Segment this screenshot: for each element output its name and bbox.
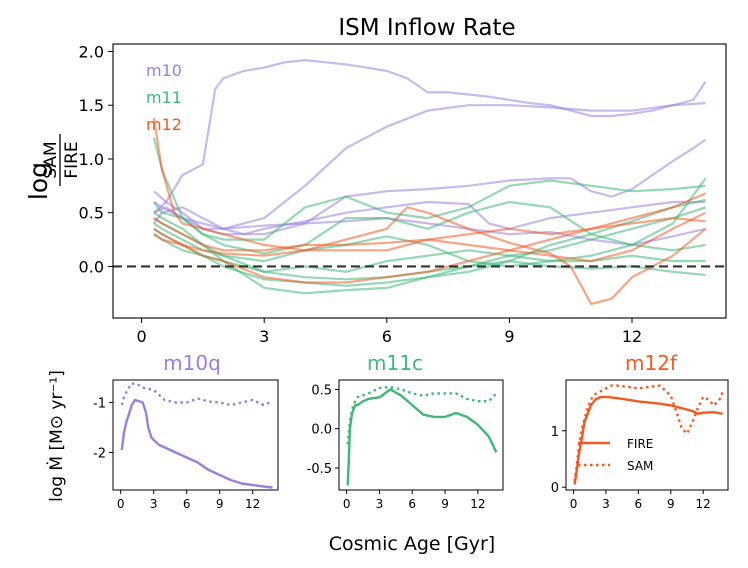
m11c-xtick-label: 6 xyxy=(408,497,416,511)
m12f-axes-frame xyxy=(565,379,729,491)
main-xtick-label: 0 xyxy=(137,327,147,346)
series-m11-line-11 xyxy=(153,211,706,295)
main-ylabel: log SAM FIRE xyxy=(24,134,82,200)
m12f-ytick-label: 0 xyxy=(551,481,559,496)
panel-m12f: 0 3 6 9 12 1 0 xyxy=(551,379,729,511)
main-xticks: 0 3 6 9 12 xyxy=(137,318,642,346)
m10q-ytick-label: -1 xyxy=(93,397,106,412)
m12f-xtick-label: 3 xyxy=(602,497,610,511)
panel-m10q: 0 3 6 9 12 -1 -2 xyxy=(93,379,279,511)
series-m11-line-8 xyxy=(153,233,706,273)
m10q-sam-line xyxy=(120,382,273,407)
m11c-ytick-label: 0.0 xyxy=(311,423,332,438)
series-m10-line-1 xyxy=(153,102,706,230)
series-m12-line-13 xyxy=(153,206,707,306)
m12f-xtick-label: 0 xyxy=(570,497,578,511)
series-m11-line-6 xyxy=(153,200,706,255)
main-chart: ISM Inflow Rate 0 3 6 9 12 0.0 0.5 1.0 1.5 2.0 m… xyxy=(24,15,727,346)
m12f-legend: FIRE SAM xyxy=(578,437,653,473)
panel-title-m10q: m10q xyxy=(163,351,221,375)
m12f-fire-line xyxy=(573,395,723,485)
m12f-xtick-label: 6 xyxy=(635,497,643,511)
main-xtick-label: 12 xyxy=(622,327,642,346)
legend-m10: m10 xyxy=(146,61,182,80)
m11c-fire-line xyxy=(346,388,498,486)
legend-fire-label: FIRE xyxy=(627,437,653,451)
m10q-axes-frame xyxy=(112,379,279,491)
m12f-sam-line xyxy=(573,384,724,482)
main-ylabel-den: FIRE xyxy=(62,141,82,178)
series-m10-line-3 xyxy=(153,200,706,236)
main-ylabel-log: log xyxy=(24,162,53,200)
main-ytick-label: 1.5 xyxy=(79,96,104,115)
legend-m11: m11 xyxy=(146,88,182,107)
main-axes-frame xyxy=(112,43,727,319)
m12f-ytick-label: 1 xyxy=(551,425,559,440)
panel-title-m12f: m12f xyxy=(625,351,678,375)
m10q-fire-line xyxy=(120,398,273,489)
main-xtick-label: 6 xyxy=(382,327,392,346)
m10q-xtick-label: 6 xyxy=(183,497,191,511)
m10q-ytick-label: -2 xyxy=(93,447,106,462)
main-ytick-label: 1.0 xyxy=(79,150,104,169)
main-ytick-label: 0.0 xyxy=(79,257,104,276)
main-yticks: 0.0 0.5 1.0 1.5 2.0 xyxy=(79,43,113,276)
main-ytick-label: 0.5 xyxy=(79,204,104,223)
panels-ylabel: log Ṁ [M⊙ yr⁻¹] xyxy=(46,370,67,502)
m11c-ytick-label: 0.5 xyxy=(311,383,332,398)
series-m10-line-0 xyxy=(153,59,707,214)
panel-m11c: 0 3 6 9 12 0.5 0.0 -0.5 xyxy=(307,379,504,511)
m11c-xtick-label: 0 xyxy=(343,497,351,511)
main-ytick-label: 2.0 xyxy=(79,43,104,62)
legend-m12: m12 xyxy=(146,115,182,134)
series-m12-line-14 xyxy=(153,211,707,263)
m12f-xtick-label: 12 xyxy=(696,497,711,511)
m11c-xtick-label: 3 xyxy=(376,497,384,511)
m11c-xtick-label: 9 xyxy=(441,497,449,511)
main-title: ISM Inflow Rate xyxy=(338,15,515,41)
sub-panels: 0 3 6 9 12 -1 -2 0 3 6 9 12 0.5 0.0 -0.5 0 3 6 9 12 1 0 xyxy=(93,379,729,511)
x-axis-label: Cosmic Age [Gyr] xyxy=(329,533,495,555)
m11c-xtick-label: 12 xyxy=(470,497,485,511)
m11c-axes-frame xyxy=(338,379,504,491)
main-xtick-label: 9 xyxy=(504,327,514,346)
panel-title-m11c: m11c xyxy=(367,351,423,375)
m10q-xtick-label: 12 xyxy=(245,497,260,511)
main-lines xyxy=(152,59,707,306)
m10q-xtick-label: 0 xyxy=(117,497,125,511)
legend-sam-label: SAM xyxy=(627,459,653,473)
series-m12-line-15 xyxy=(153,192,707,284)
m10q-xtick-label: 9 xyxy=(216,497,224,511)
m12f-xtick-label: 9 xyxy=(667,497,675,511)
main-ylabel-num: SAM xyxy=(41,141,61,178)
m11c-sam-line xyxy=(346,385,498,445)
main-xtick-label: 3 xyxy=(259,327,269,346)
m11c-ytick-label: -0.5 xyxy=(307,462,332,477)
m10q-xtick-label: 3 xyxy=(150,497,158,511)
